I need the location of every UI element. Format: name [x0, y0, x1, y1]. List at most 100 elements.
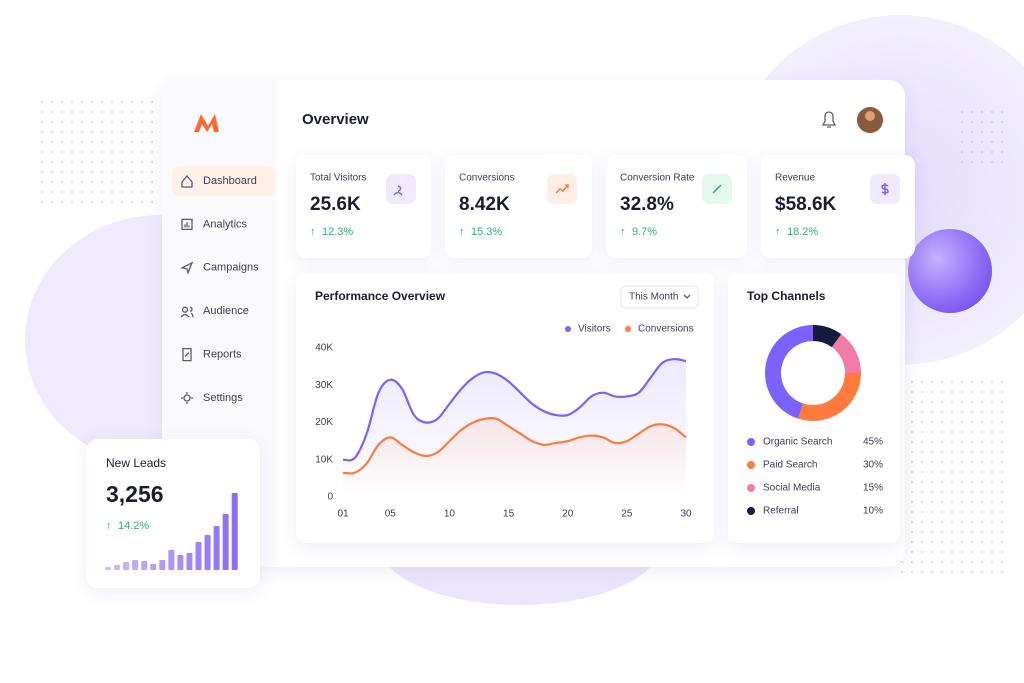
nav-active-bg: [172, 166, 275, 196]
bar-chart: [105, 493, 238, 570]
nav-item[interactable]: Reports: [182, 347, 242, 362]
donut-segment: [831, 334, 861, 373]
legend-label: Social Media: [763, 483, 821, 494]
y-tick-label: 30K: [315, 380, 333, 391]
series-line: [342, 358, 687, 462]
nav-icon: [181, 392, 193, 404]
filter-label: This Month: [629, 292, 678, 303]
legend-swatch: [747, 507, 755, 515]
legend-swatch: [747, 484, 755, 492]
kpi-change: 18.2%: [787, 226, 818, 238]
nav-label: Campaigns: [203, 262, 259, 274]
kpi-arrow: ↑: [310, 226, 316, 238]
kpi-value: $58.6K: [775, 194, 837, 215]
bar: [231, 493, 238, 570]
kpi-row: Total Visitors 25.6K ↑ 12.3% Conversions 8.42…: [296, 155, 915, 258]
nav: Dashboard Analytics Campaigns Audience Repor…: [180, 174, 259, 404]
bar: [213, 526, 220, 570]
bar: [186, 553, 193, 570]
chart-title: Performance Overview: [315, 289, 446, 303]
kpi-value: 25.6K: [310, 194, 361, 215]
nav-label: Settings: [203, 392, 243, 404]
kpi-change: 15.3%: [471, 226, 502, 238]
kpi-value: 32.8%: [620, 194, 674, 215]
series-line: [342, 416, 687, 475]
leads-change-arrow: ↑: [106, 520, 112, 532]
leads-title: New Leads: [106, 456, 166, 470]
kpi-icon-bg: [547, 174, 577, 204]
legend-swatch: [625, 326, 631, 332]
x-tick-label: 01: [337, 509, 349, 520]
kpi-icon: [555, 184, 569, 194]
x-tick-label: 05: [385, 509, 397, 520]
nav-icon: [180, 306, 194, 318]
bar: [177, 555, 184, 570]
kpi-label: Total Visitors: [310, 173, 367, 184]
x-tick-label: 30: [680, 509, 692, 520]
bar: [222, 514, 229, 570]
nav-item[interactable]: Dashboard: [181, 174, 257, 188]
dot-grid: [960, 110, 1010, 170]
nav-label: Dashboard: [203, 175, 257, 187]
leads-change: 14.2%: [118, 520, 149, 532]
donut-segment: [798, 373, 861, 422]
filter-dropdown[interactable]: [620, 285, 699, 309]
nav-icon: [181, 174, 193, 188]
bar: [123, 562, 130, 570]
legend-swatch: [565, 326, 571, 332]
x-tick-label: 25: [621, 509, 633, 520]
x-tick-label: 20: [562, 509, 574, 520]
chevron: [683, 294, 691, 299]
nav-icon: [181, 218, 193, 231]
nav-label: Audience: [203, 305, 249, 317]
nav-item[interactable]: Campaigns: [180, 261, 259, 275]
donut-segment: [813, 325, 842, 348]
bar: [168, 550, 175, 570]
kpi-icon: [712, 184, 722, 194]
legend-label: Paid Search: [763, 460, 817, 471]
bar: [150, 564, 157, 570]
y-tick-label: 20K: [315, 417, 333, 428]
kpi-label: Revenue: [775, 173, 815, 184]
legend-value: 45%: [863, 437, 883, 448]
bar: [114, 565, 121, 570]
legend-value: 15%: [863, 483, 883, 494]
bar: [132, 560, 139, 570]
kpi-icon: [881, 183, 889, 195]
kpi-label: Conversion Rate: [620, 173, 695, 184]
kpi-change: 12.3%: [322, 226, 353, 238]
page-title: Overview: [302, 111, 369, 128]
kpi-value: 8.42K: [459, 194, 510, 215]
leads-card: New Leads 3,256 ↑ 14.2%: [86, 439, 260, 588]
kpi-arrow: ↑: [459, 226, 465, 238]
nav-icon: [180, 261, 194, 275]
kpi-arrow: ↑: [620, 226, 626, 238]
bell-icon[interactable]: [821, 111, 837, 128]
x-tick-label: 15: [503, 509, 515, 520]
leads-value: 3,256: [106, 481, 164, 507]
bar: [159, 560, 166, 570]
x-tick-label: 10: [444, 509, 456, 520]
sphere: [908, 229, 992, 313]
nav-item[interactable]: Settings: [181, 392, 243, 404]
chart-title: Top Channels: [747, 289, 826, 303]
legend-value: 10%: [863, 506, 883, 517]
nav-item[interactable]: Audience: [180, 305, 249, 318]
bar: [195, 542, 202, 570]
legend-label: Organic Search: [763, 437, 832, 448]
y-tick-label: 40K: [315, 343, 333, 354]
donut-segment: [764, 325, 813, 419]
nav-item[interactable]: Analytics: [181, 218, 248, 231]
y-tick-label: 0: [327, 492, 333, 503]
legend-label: Visitors: [578, 324, 611, 335]
dot-grid: [40, 100, 160, 210]
nav-label: Reports: [203, 349, 242, 361]
dot-grid: [900, 380, 1010, 580]
bar: [105, 567, 111, 570]
avatar-face: [865, 111, 875, 121]
y-tick-label: 10K: [315, 454, 333, 465]
legend-label: Referral: [763, 506, 799, 517]
bar: [204, 535, 211, 570]
kpi-label: Conversions: [459, 173, 515, 184]
